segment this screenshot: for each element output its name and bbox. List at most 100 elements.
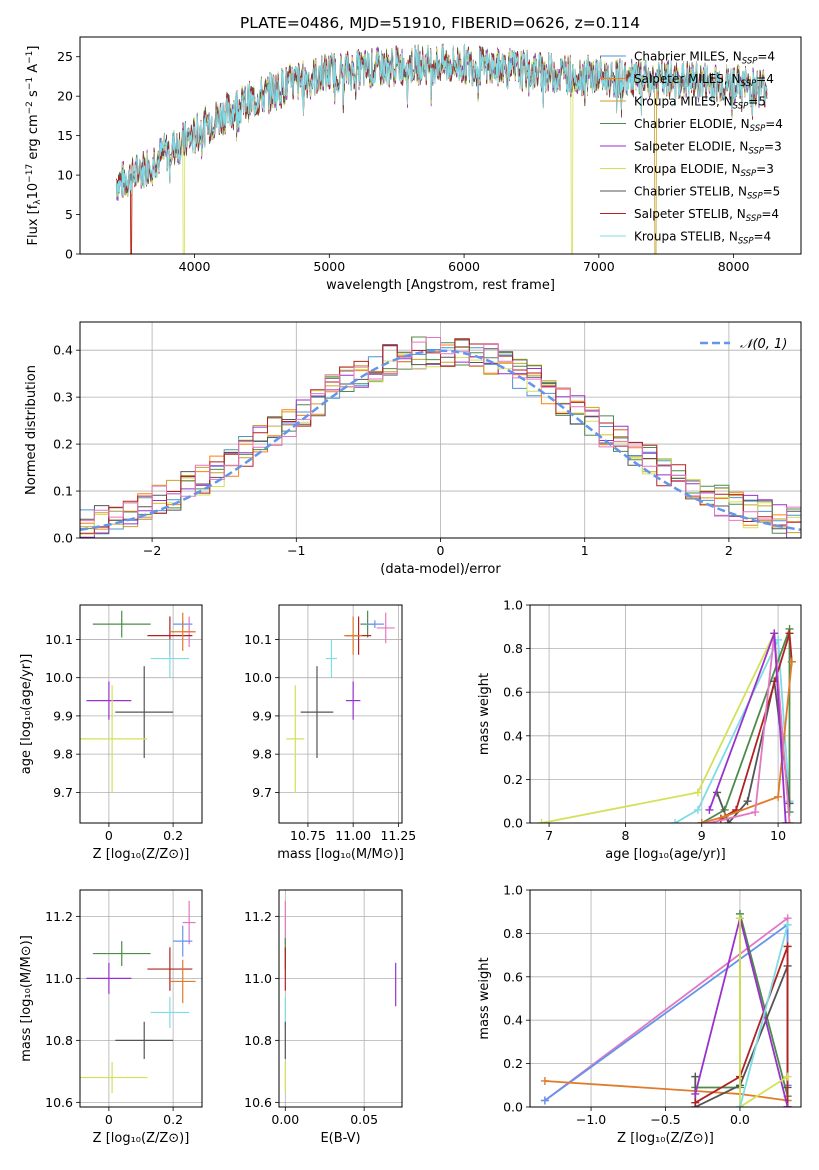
axes-frame [79,36,802,255]
x-axis-label: wavelength [Angstrom, rest frame] [326,278,555,293]
legend-nssp: =4 [765,117,783,131]
y-tick-label: 20 [57,89,73,104]
series-line [739,924,789,1107]
mass-vs-ebv-panel: 0.00 0.05 10.6 10.8 11.0 11.2 E(B-V) [244,889,403,1146]
series-marker [540,1076,549,1085]
x-tick-label: 6000 [448,259,480,274]
y-tick-label: 0.6 [503,969,523,984]
y-tick-label: 25 [57,49,73,64]
series-marker [770,629,779,638]
x-tick-label: 11.00 [335,828,371,843]
errorbar-point [115,1021,174,1059]
legend-sub: SSP [738,237,754,247]
legend-label: Kroupa ELODIE, N [634,162,741,176]
errorbar-point [326,639,337,678]
y-axis-label-part: s [26,90,41,101]
y-tick-label: 11.0 [244,971,272,986]
series-marker [785,629,794,638]
y-axis-label: age [log₁₀(age/yr)] [19,654,34,775]
y-axis-label-part: λ [33,199,43,205]
series-line [544,946,789,1102]
x-axis-label: age [log₁₀(age/yr)] [605,847,726,862]
series-line [695,913,789,1097]
axes-frame [79,889,203,1108]
series-marker [691,1089,700,1098]
y-axis-label: Normed distribution [24,365,39,495]
spectrum-lines [116,43,768,254]
errorbar-point [345,681,361,720]
legend-nssp: =5 [763,185,781,199]
x-axis-label: Z [log₁₀(Z/Z⊙)] [93,847,190,862]
histograms [80,336,801,538]
y-tick-label: 0.6 [503,685,523,700]
x-tick-label: 7 [545,828,553,843]
series-marker [751,808,760,817]
x-tick-label: 0 [105,1112,113,1127]
legend-label: Chabrier ELODIE, N [634,117,750,131]
x-tick-label: 0.05 [350,1112,378,1127]
y-tick-label: 11.2 [45,909,73,924]
legend-nssp: =4 [756,72,774,86]
series-lines [540,909,792,1107]
legend-sub: SSP [742,57,758,67]
series-marker [693,805,702,814]
y-axis-label-part: ] [26,46,41,51]
figure-title: PLATE=0486, MJD=51910, FIBERID=0626, z=0… [240,14,640,32]
y-axis-label-part: Flux [f [26,204,41,245]
x-tick-label: 0 [437,543,445,558]
mass-weight-vs-age-panel: 7 8 9 10 0.0 0.2 0.4 0.6 0.8 1.0 age [log₁₀(age/yr… [477,598,802,862]
series-marker [781,819,790,823]
series-line [701,661,793,823]
x-axis-label: Z [log₁₀(Z/Z⊙)] [617,1131,714,1146]
axes-frame [79,604,203,824]
x-axis-label: mass [log₁₀(M/M⊙)] [277,847,404,862]
legend-sub: SSP [746,214,762,224]
y-axis-label: mass weight [477,957,492,1039]
series-marker [785,819,794,823]
series-line [674,636,791,823]
x-tick-label: −1.0 [576,1112,606,1127]
y-tick-label: 9.7 [53,785,73,800]
error-bars [80,900,196,1094]
errorbar-point [344,616,363,655]
errorbar-point [92,610,151,638]
y-tick-label: 0.4 [53,343,73,358]
legend-entry: Chabrier STELIB, NSSP=5 [634,185,780,202]
legend-sub: SSP [748,147,764,157]
errorbar-point [173,925,193,957]
legend-label: Salpeter MILES, N [634,72,741,86]
legend-label: 𝒩(0, 1) [740,337,787,352]
y-tick-label: 10.0 [244,670,272,685]
y-tick-label: 10.0 [45,670,73,685]
axes-frame [278,604,403,824]
x-tick-label: 10 [770,828,786,843]
y-axis-label-part: −17 [25,164,35,183]
errorbar-point [92,941,151,966]
x-tick-label: 0.2 [163,828,183,843]
x-tick-label: 2 [725,543,733,558]
legend-nssp: =4 [754,230,772,244]
y-tick-label: 10 [57,168,73,183]
y-tick-label: 0.1 [53,484,73,499]
series-marker [787,657,796,666]
y-axis-label-part: −1 [25,77,35,90]
x-tick-label: 0.0 [730,1112,750,1127]
series-marker [537,819,546,823]
normal-curve [80,349,801,532]
series-line [541,629,791,823]
series-marker [785,799,794,808]
y-tick-label: 5 [65,207,73,222]
x-tick-label: 11.25 [380,828,416,843]
series-marker [705,805,714,814]
spectrum-line-kroupa-stelib [116,43,768,197]
legend-label: Kroupa MILES, N [634,95,733,109]
legend-label: Salpeter ELODIE, N [634,140,748,154]
y-axis-label-part: 10 [26,183,41,200]
legend-sub: SSP [741,169,757,179]
errorbar-point [376,612,395,644]
x-tick-label: 4000 [179,259,211,274]
y-tick-label: 1.0 [503,883,523,898]
series-marker [735,1103,744,1107]
x-axis-label: Z [log₁₀(Z/Z⊙)] [93,1131,190,1146]
